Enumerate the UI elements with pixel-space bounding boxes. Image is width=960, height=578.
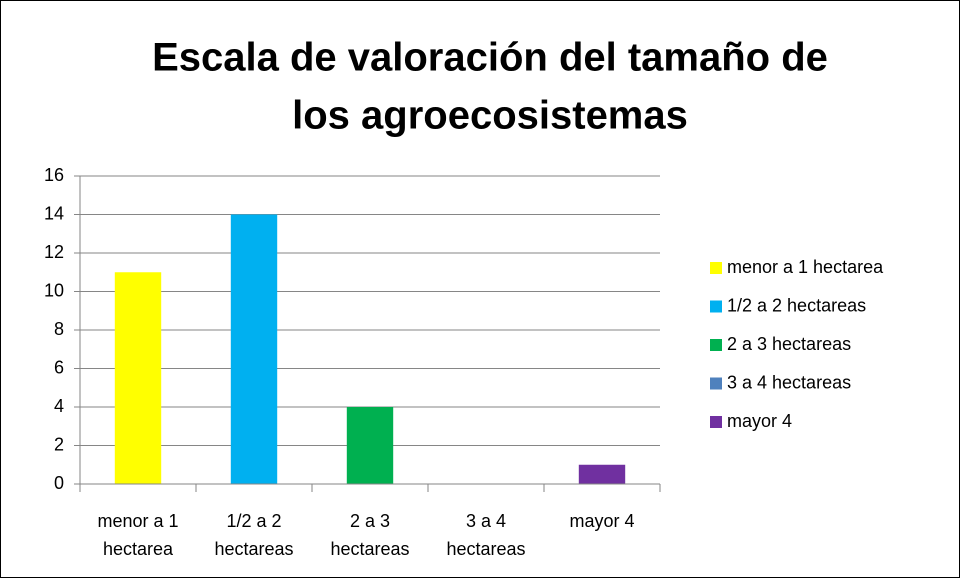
x-tick-label: hectareas xyxy=(214,539,293,559)
legend-swatch xyxy=(710,262,722,274)
x-tick-label: hectareas xyxy=(446,539,525,559)
y-tick-label: 14 xyxy=(44,203,64,223)
y-tick-label: 12 xyxy=(44,242,64,262)
y-tick-label: 6 xyxy=(54,357,64,377)
y-tick-label: 2 xyxy=(54,434,64,454)
y-tick-label: 10 xyxy=(44,280,64,300)
x-tick-label: hectarea xyxy=(103,539,174,559)
x-tick-label: menor a 1 xyxy=(97,511,178,531)
y-tick-label: 4 xyxy=(54,396,64,416)
x-tick-label: 3 a 4 xyxy=(466,511,506,531)
legend-swatch xyxy=(710,377,722,390)
x-tick-label: 2 a 3 xyxy=(350,511,390,531)
bar xyxy=(114,272,162,484)
y-tick-label: 0 xyxy=(54,473,64,493)
y-tick-label: 8 xyxy=(54,319,64,339)
legend-swatch xyxy=(710,300,722,313)
bar xyxy=(230,214,278,484)
legend-label: 2 a 3 hectareas xyxy=(727,334,851,354)
legend-swatch xyxy=(710,416,722,428)
x-tick-label: mayor 4 xyxy=(569,511,634,531)
legend-label: 3 a 4 hectareas xyxy=(727,372,851,392)
legend-label: 1/2 a 2 hectareas xyxy=(727,295,866,315)
x-tick-label: 1/2 a 2 xyxy=(226,511,281,531)
legend-label: menor a 1 hectarea xyxy=(727,257,884,277)
y-tick-label: 16 xyxy=(44,165,64,185)
x-tick-label: hectareas xyxy=(330,539,409,559)
bar xyxy=(346,407,394,484)
chart-title: los agroecosistemas xyxy=(292,94,688,138)
legend-swatch xyxy=(710,339,722,351)
chart-title: Escala de valoración del tamaño de xyxy=(152,36,828,80)
legend-label: mayor 4 xyxy=(727,411,792,431)
bar xyxy=(578,464,626,484)
